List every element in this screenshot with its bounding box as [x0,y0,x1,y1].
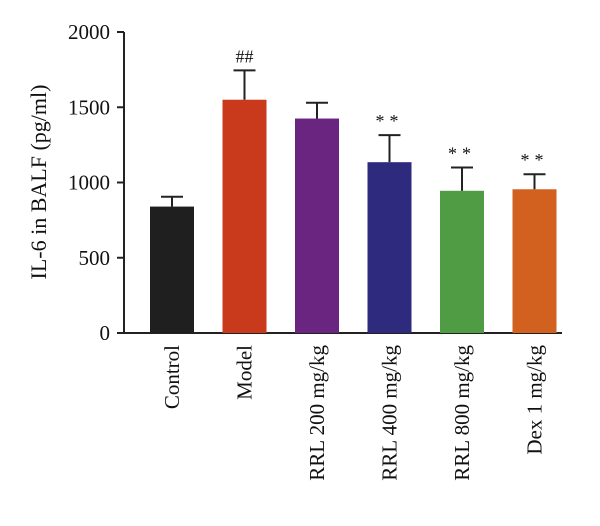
x-tick-label: RRL 200 mg/kg [305,345,329,481]
significance-markers: ## ** ** ** [236,46,549,170]
x-tick-label: Dex 1 mg/kg [523,345,547,455]
y-tick-label: 2000 [68,20,110,44]
bar [222,99,267,333]
bar [295,118,339,333]
y-axis-label: IL-6 in BALF (pg/ml) [26,85,51,280]
error-bars [161,69,546,207]
bars [150,99,557,333]
significance-marker: ** [521,150,549,170]
bar [150,206,194,333]
y-axis: 0 500 1000 1500 2000 [68,20,562,345]
y-tick-label: 0 [100,321,111,345]
bar [512,189,557,333]
y-tick-label: 500 [79,246,111,270]
y-tick-label: 1000 [68,171,110,195]
x-tick-label: RRL 400 mg/kg [378,345,402,481]
significance-marker: ** [376,111,404,131]
x-tick-label: RRL 800 mg/kg [450,345,474,481]
bar [440,190,484,333]
significance-marker: ## [236,46,254,66]
x-tick-label: Control [160,345,184,409]
x-axis-labels: Control Model RRL 200 mg/kg RRL 400 mg/kg RR… [160,345,547,481]
x-tick-label: Model [233,345,257,400]
y-tick-label: 1500 [68,95,110,119]
bar [367,162,412,333]
significance-marker: ** [448,143,476,163]
